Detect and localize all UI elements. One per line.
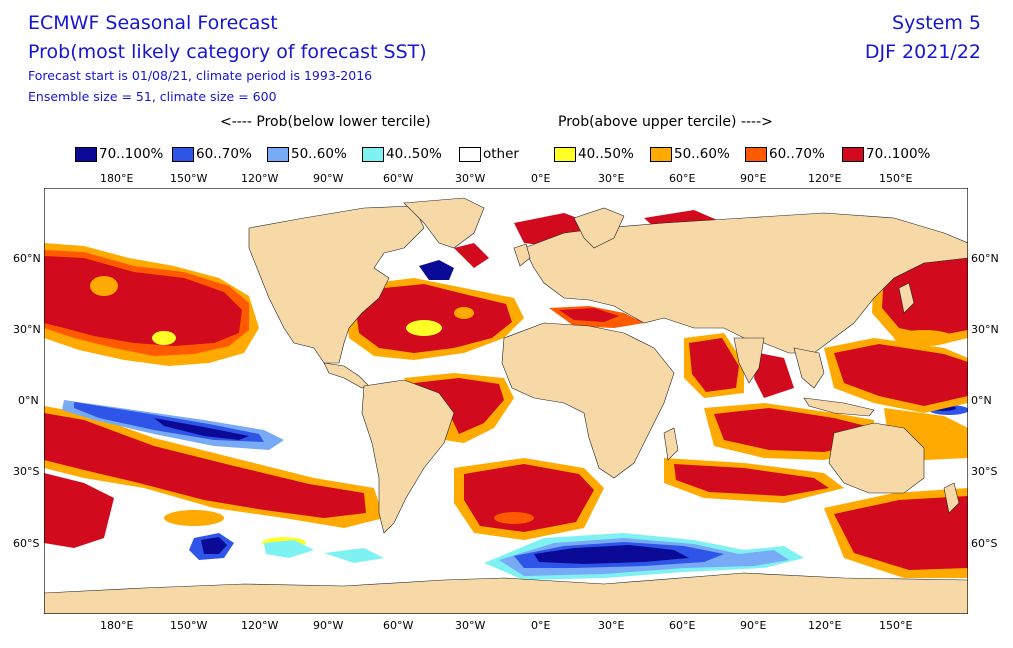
color-legend: 70..100% 60..70% 50..60% 40..50% other 4…	[0, 146, 1013, 166]
south-indian-ocean-warm-anomaly	[664, 403, 874, 503]
lon-tick-top: 30°E	[598, 172, 625, 185]
lon-tick-top: 90°W	[313, 172, 344, 185]
below-tercile-label: <---- Prob(below lower tercile)	[220, 114, 431, 130]
eurasia	[523, 212, 968, 354]
ensemble-size-text: Ensemble size = 51, climate size = 600	[28, 89, 277, 104]
british-isles	[513, 243, 531, 267]
legend-label: 40..50%	[386, 146, 442, 162]
legend-label: 60..70%	[769, 146, 825, 162]
sst-probability-map	[44, 188, 968, 614]
lon-tick-bottom: 90°E	[740, 619, 767, 632]
antarctica	[44, 572, 968, 614]
lon-tick-bottom: 30°W	[455, 619, 486, 632]
scandinavia	[573, 207, 625, 249]
legend-label: other	[483, 146, 519, 162]
lat-tick-left: 30°N	[13, 323, 41, 336]
legend-swatch	[650, 146, 672, 162]
africa	[501, 322, 675, 479]
legend-item-below-50-60: 50..60%	[267, 146, 347, 162]
lat-tick-right: 30°S	[971, 465, 998, 478]
lon-tick-bottom: 180°E	[100, 619, 134, 632]
legend-item-above-50-60: 50..60%	[650, 146, 730, 162]
south-america	[361, 379, 455, 534]
lat-tick-right: 0°N	[971, 394, 992, 407]
legend-label: 50..60%	[674, 146, 730, 162]
lon-tick-top: 30°W	[455, 172, 486, 185]
lon-tick-bottom: 30°E	[598, 619, 625, 632]
southern-ocean-cold-anomaly	[189, 533, 804, 580]
lon-tick-top: 150°E	[879, 172, 913, 185]
legend-swatch	[842, 146, 864, 162]
indonesia	[803, 397, 875, 417]
south-atlantic-warm-anomaly	[454, 458, 604, 540]
legend-swatch	[554, 146, 576, 162]
legend-item-other: other	[459, 146, 519, 162]
system-label: System 5	[892, 12, 981, 34]
forecast-start-text: Forecast start is 01/08/21, climate peri…	[28, 68, 373, 83]
legend-label: 40..50%	[578, 146, 634, 162]
map-subtitle: Prob(most likely category of forecast SS…	[28, 41, 427, 63]
lat-tick-left: 60°S	[13, 537, 40, 550]
lon-tick-bottom: 90°W	[313, 619, 344, 632]
australia	[828, 422, 925, 494]
south-pacific-warm-anomaly	[44, 406, 384, 549]
greenland	[403, 197, 485, 249]
north-pacific-warm-anomaly	[44, 243, 259, 366]
labrador-cold-anomaly	[419, 260, 454, 280]
legend-label: 70..100%	[99, 146, 164, 162]
lat-tick-left: 30°S	[13, 465, 40, 478]
lon-tick-bottom: 150°W	[170, 619, 208, 632]
lon-tick-bottom: 60°E	[669, 619, 696, 632]
lon-tick-bottom: 60°W	[383, 619, 414, 632]
southeast-asia	[793, 347, 825, 389]
tasman-warm-anomaly	[824, 488, 968, 578]
legend-label: 70..100%	[866, 146, 931, 162]
north-atlantic-warm-anomaly	[344, 278, 524, 360]
lon-tick-top: 90°E	[740, 172, 767, 185]
north-indian-ocean-warm-anomaly	[684, 333, 794, 398]
legend-item-above-40-50: 40..50%	[554, 146, 634, 162]
lon-tick-top: 60°W	[383, 172, 414, 185]
lon-tick-top: 60°E	[669, 172, 696, 185]
land-masses	[44, 197, 968, 614]
legend-item-below-60-70: 60..70%	[172, 146, 252, 162]
lon-tick-top: 180°E	[100, 172, 134, 185]
lat-tick-right: 60°S	[971, 537, 998, 550]
legend-item-below-70-100: 70..100%	[75, 146, 163, 162]
legend-swatch	[362, 146, 384, 162]
madagascar	[663, 427, 679, 461]
legend-swatch	[172, 146, 194, 162]
lon-tick-bottom: 0°E	[531, 619, 551, 632]
lon-tick-top: 0°E	[531, 172, 551, 185]
lat-tick-left: 0°N	[18, 394, 39, 407]
legend-item-above-60-70: 60..70%	[745, 146, 825, 162]
lon-tick-bottom: 120°W	[241, 619, 279, 632]
lon-tick-bottom: 120°E	[808, 619, 842, 632]
japan	[898, 282, 915, 314]
lat-tick-right: 60°N	[971, 252, 999, 265]
map-title: ECMWF Seasonal Forecast	[28, 12, 278, 34]
legend-label: 60..70%	[196, 146, 252, 162]
legend-swatch	[75, 146, 97, 162]
lat-tick-left: 60°N	[13, 252, 41, 265]
above-tercile-label: Prob(above upper tercile) ---->	[558, 114, 773, 130]
legend-swatch	[267, 146, 289, 162]
legend-swatch	[745, 146, 767, 162]
lon-tick-top: 150°W	[170, 172, 208, 185]
mediterranean-warm-anomaly	[549, 306, 644, 328]
lon-tick-top: 120°W	[241, 172, 279, 185]
lat-tick-right: 30°N	[971, 323, 999, 336]
india	[733, 337, 765, 384]
legend-label: 50..60%	[291, 146, 347, 162]
new-zealand	[943, 482, 960, 514]
legend-item-below-40-50: 40..50%	[362, 146, 442, 162]
period-label: DJF 2021/22	[864, 41, 981, 63]
lon-tick-top: 120°E	[808, 172, 842, 185]
legend-swatch	[459, 146, 481, 162]
legend-item-above-70-100: 70..100%	[842, 146, 930, 162]
lon-tick-bottom: 150°E	[879, 619, 913, 632]
